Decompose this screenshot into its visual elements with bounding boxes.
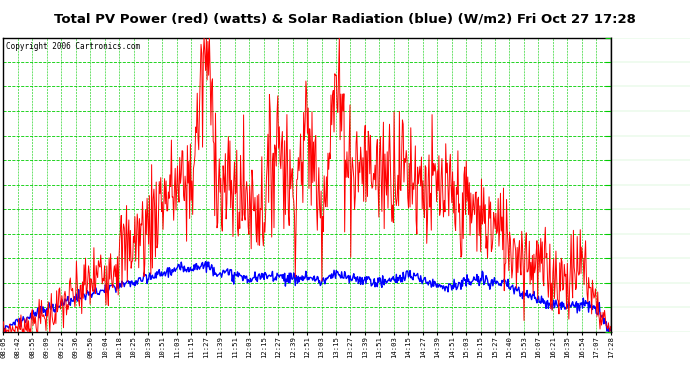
Text: Copyright 2006 Cartronics.com: Copyright 2006 Cartronics.com [6,42,141,51]
Text: Total PV Power (red) (watts) & Solar Radiation (blue) (W/m2) Fri Oct 27 17:28: Total PV Power (red) (watts) & Solar Rad… [54,12,636,25]
